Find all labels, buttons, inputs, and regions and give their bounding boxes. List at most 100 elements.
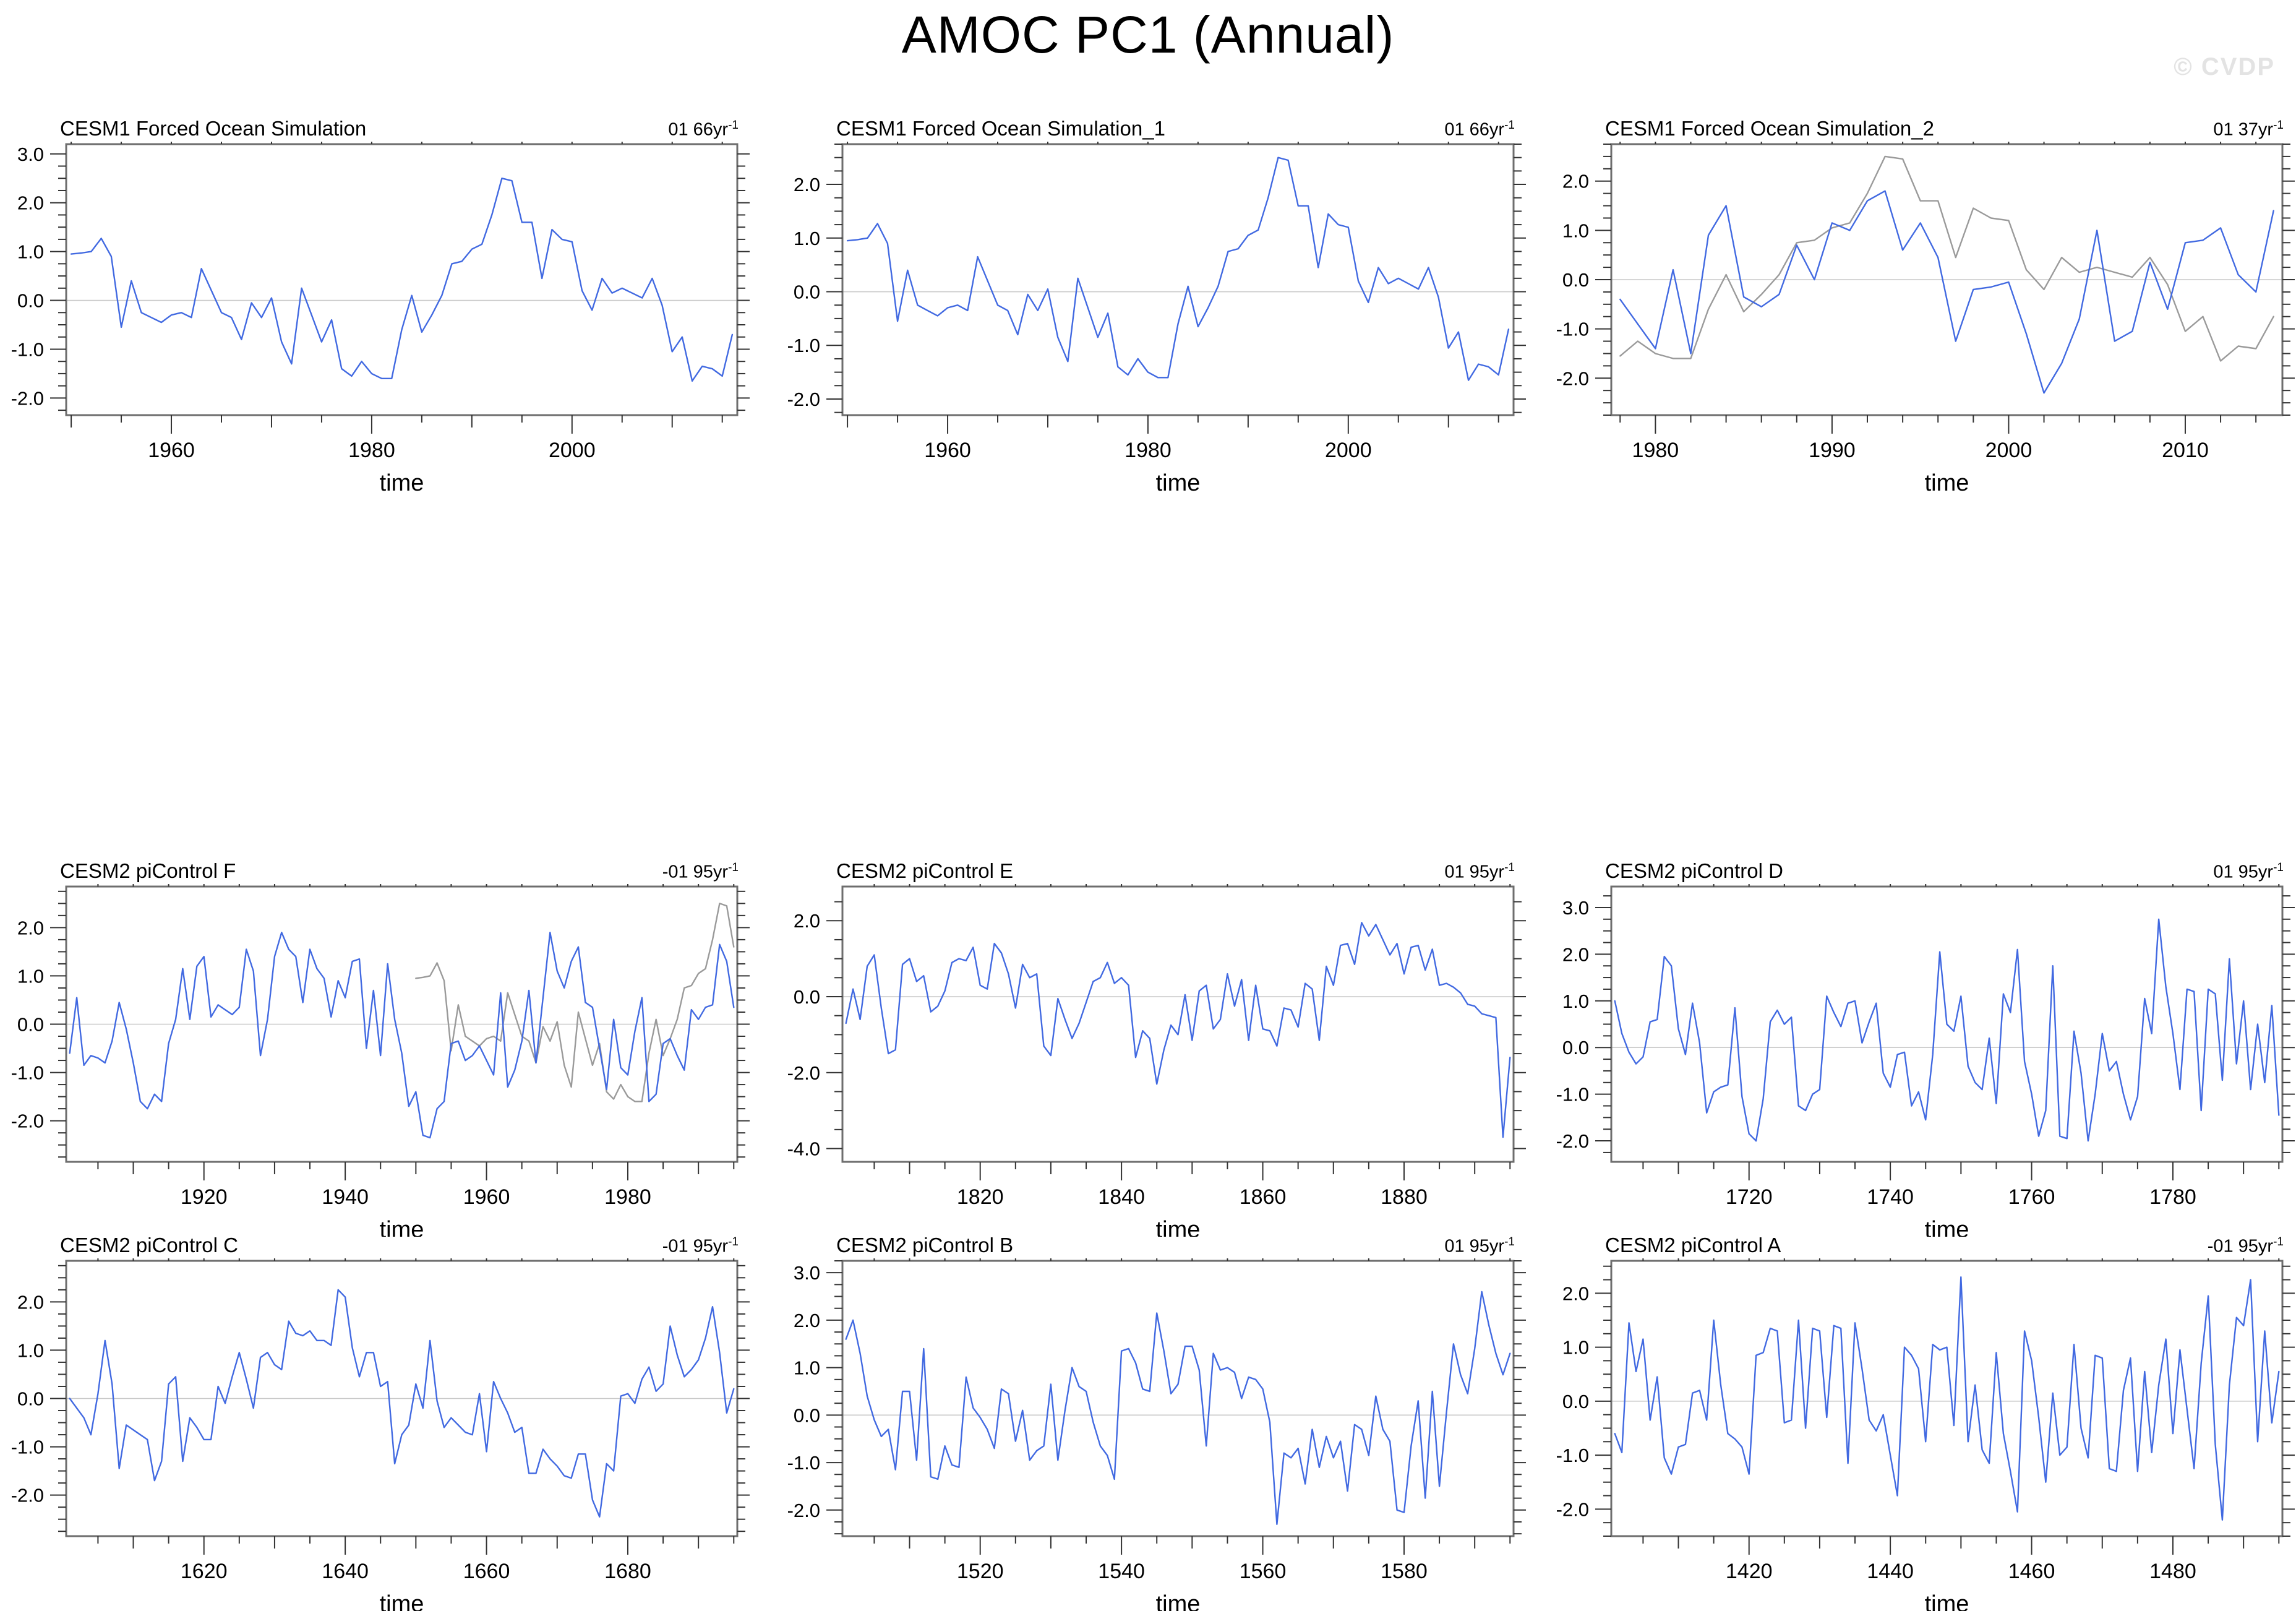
- y-tick-label: 0.0: [17, 1014, 44, 1036]
- y-tick-label: -1.0: [787, 335, 820, 356]
- x-tick-label: 1960: [148, 439, 195, 462]
- y-tick-label: -1.0: [1556, 1084, 1589, 1106]
- panel-cesm1-forced-ocean-simulation-2: CESM1 Forced Ocean Simulation_2 01 37yr-…: [1553, 114, 2295, 494]
- x-tick-label: 1980: [348, 439, 395, 462]
- y-tick-label: 2.0: [794, 1310, 820, 1331]
- y-tick-label: -1.0: [787, 1452, 820, 1474]
- x-tick-label: 1560: [1240, 1560, 1287, 1583]
- plot-frame: [841, 885, 1515, 1163]
- y-tick-label: -1.0: [11, 338, 44, 360]
- y-tick-label: -2.0: [1556, 1130, 1589, 1152]
- x-tick-label: 1960: [924, 439, 971, 462]
- y-tick-label: 0.0: [794, 1404, 820, 1426]
- x-tick-label: 1760: [2008, 1185, 2055, 1209]
- x-tick-label: 1420: [1726, 1560, 1773, 1583]
- panel-cesm2-picontrol-d: CESM2 piControl D 01 95yr-1 3.0 2.0 1.0 0.0…: [1553, 857, 2295, 1237]
- timeseries-plot: 2.0 1.0 0.0 -1.0 -2.0 1980 1990 2000 2010 time: [1556, 142, 2295, 494]
- y-tick-label: 1.0: [794, 1357, 820, 1379]
- panel-header: CESM2 piControl E 01 95yr-1: [784, 857, 1526, 884]
- panel-title: CESM2 piControl E: [836, 859, 1014, 882]
- panel-title: CESM1 Forced Ocean Simulation_2: [1605, 117, 1934, 140]
- x-tick-label: 1580: [1381, 1560, 1428, 1583]
- x-tick-label: 1860: [1240, 1185, 1287, 1209]
- timeseries-plot: 3.0 2.0 1.0 0.0 -1.0 -2.0 1520 1540 1560 1580 time: [787, 1258, 1526, 1611]
- plot-frame: [1610, 1260, 2284, 1537]
- x-tick-label: 2000: [1325, 439, 1372, 462]
- y-tick-label: 1.0: [794, 228, 820, 249]
- panel-freq-label: 01 66yr-1: [668, 119, 739, 140]
- y-tick-label: 3.0: [794, 1262, 820, 1284]
- y-tick-label: 2.0: [794, 174, 820, 195]
- x-tick-label: 1720: [1726, 1185, 1773, 1209]
- y-tick-label: -1.0: [11, 1437, 44, 1458]
- x-axis-title: time: [1925, 1591, 1969, 1611]
- y-tick-label: -2.0: [1556, 367, 1589, 389]
- axis-ticks: [1595, 142, 2295, 434]
- x-tick-label: 1980: [1124, 439, 1172, 462]
- panel-freq-label: 01 95yr-1: [1444, 1235, 1515, 1257]
- x-tick-label: 1680: [604, 1560, 651, 1583]
- x-axis-title: time: [1156, 1591, 1201, 1611]
- x-axis-title: time: [380, 470, 424, 494]
- y-tick-label: -2.0: [787, 389, 820, 410]
- x-axis-title: time: [1925, 1217, 1969, 1237]
- x-tick-label: 1620: [181, 1560, 228, 1583]
- axis-ticks: [826, 142, 1526, 434]
- panel-freq-label: 01 95yr-1: [2213, 861, 2284, 882]
- y-tick-label: -2.0: [787, 1062, 820, 1084]
- timeseries-plot: 2.0 1.0 0.0 -1.0 -2.0 1960 1980 2000 time: [787, 142, 1526, 494]
- series-line-amoc-pc1: [1614, 918, 2280, 1142]
- axis-ticks: [50, 1258, 750, 1555]
- y-tick-label: 2.0: [1562, 171, 1589, 192]
- panel-freq-label: -01 95yr-1: [662, 1235, 739, 1257]
- series-line-amoc-pc1: [846, 157, 1510, 381]
- y-tick-label: -1.0: [1556, 1445, 1589, 1466]
- y-tick-label: -2.0: [11, 1485, 44, 1506]
- plot-frame: [65, 143, 739, 416]
- x-tick-label: 1640: [322, 1560, 369, 1583]
- y-tick-label: 3.0: [1562, 897, 1589, 919]
- y-tick-label: 2.0: [794, 910, 820, 932]
- axis-ticks: [50, 884, 750, 1180]
- x-tick-label: 1820: [957, 1185, 1004, 1209]
- y-tick-label: 2.0: [17, 1291, 44, 1313]
- x-axis-title: time: [1156, 470, 1201, 494]
- x-axis-title: time: [1925, 470, 1969, 494]
- y-tick-label: 1.0: [1562, 1337, 1589, 1359]
- series-line-amoc-pc1: [70, 178, 734, 382]
- x-tick-label: 1480: [2149, 1560, 2196, 1583]
- y-tick-label: 1.0: [17, 1339, 44, 1361]
- series-line-amoc-pc1: [69, 931, 735, 1139]
- x-tick-label: 1990: [1809, 439, 1856, 462]
- y-tick-label: 0.0: [794, 986, 820, 1008]
- axis-ticks: [1595, 1258, 2295, 1555]
- y-tick-label: -2.0: [1556, 1498, 1589, 1520]
- series-line-amoc-pc1: [1619, 190, 2274, 394]
- axis-ticks: [826, 1258, 1526, 1555]
- y-tick-label: -2.0: [11, 1111, 44, 1132]
- y-tick-label: -1.0: [1556, 319, 1589, 340]
- panel-cesm1-forced-ocean-simulation-1: CESM1 Forced Ocean Simulation_1 01 66yr-…: [784, 114, 1526, 494]
- panel-cesm2-picontrol-a: CESM2 piControl A -01 95yr-1 2.0 1.0 0.0 -1…: [1553, 1231, 2295, 1611]
- y-tick-label: 0.0: [17, 290, 44, 312]
- axis-ticks: [1595, 884, 2295, 1180]
- x-tick-label: 1880: [1381, 1185, 1428, 1209]
- x-tick-label: 2000: [549, 439, 596, 462]
- panel-cesm2-picontrol-e: CESM2 piControl E 01 95yr-1 2.0 0.0 -2.0 -4…: [784, 857, 1526, 1237]
- x-tick-label: 1920: [181, 1185, 228, 1209]
- x-tick-label: 1980: [604, 1185, 651, 1209]
- panel-title: CESM2 piControl C: [60, 1234, 238, 1257]
- timeseries-plot: 3.0 2.0 1.0 0.0 -1.0 -2.0 1960 1980 2000 time: [11, 142, 750, 494]
- panel-freq-label: 01 95yr-1: [1444, 861, 1515, 882]
- series-line-reference-overlay: [1619, 155, 2274, 362]
- y-tick-label: -2.0: [787, 1500, 820, 1521]
- panel-cesm1-forced-ocean-simulation: CESM1 Forced Ocean Simulation 01 66yr-1 …: [7, 114, 750, 494]
- panel-cesm2-picontrol-b: CESM2 piControl B 01 95yr-1 3.0 2.0 1.0 0.0…: [784, 1231, 1526, 1611]
- y-tick-label: 1.0: [1562, 990, 1589, 1012]
- y-tick-label: 0.0: [1562, 269, 1589, 291]
- panel-title: CESM2 piControl D: [1605, 859, 1783, 882]
- x-tick-label: 1980: [1632, 439, 1679, 462]
- panel-freq-label: 01 37yr-1: [2213, 119, 2284, 140]
- panel-header: CESM2 piControl F -01 95yr-1: [7, 857, 750, 884]
- plot-frame: [841, 1260, 1515, 1537]
